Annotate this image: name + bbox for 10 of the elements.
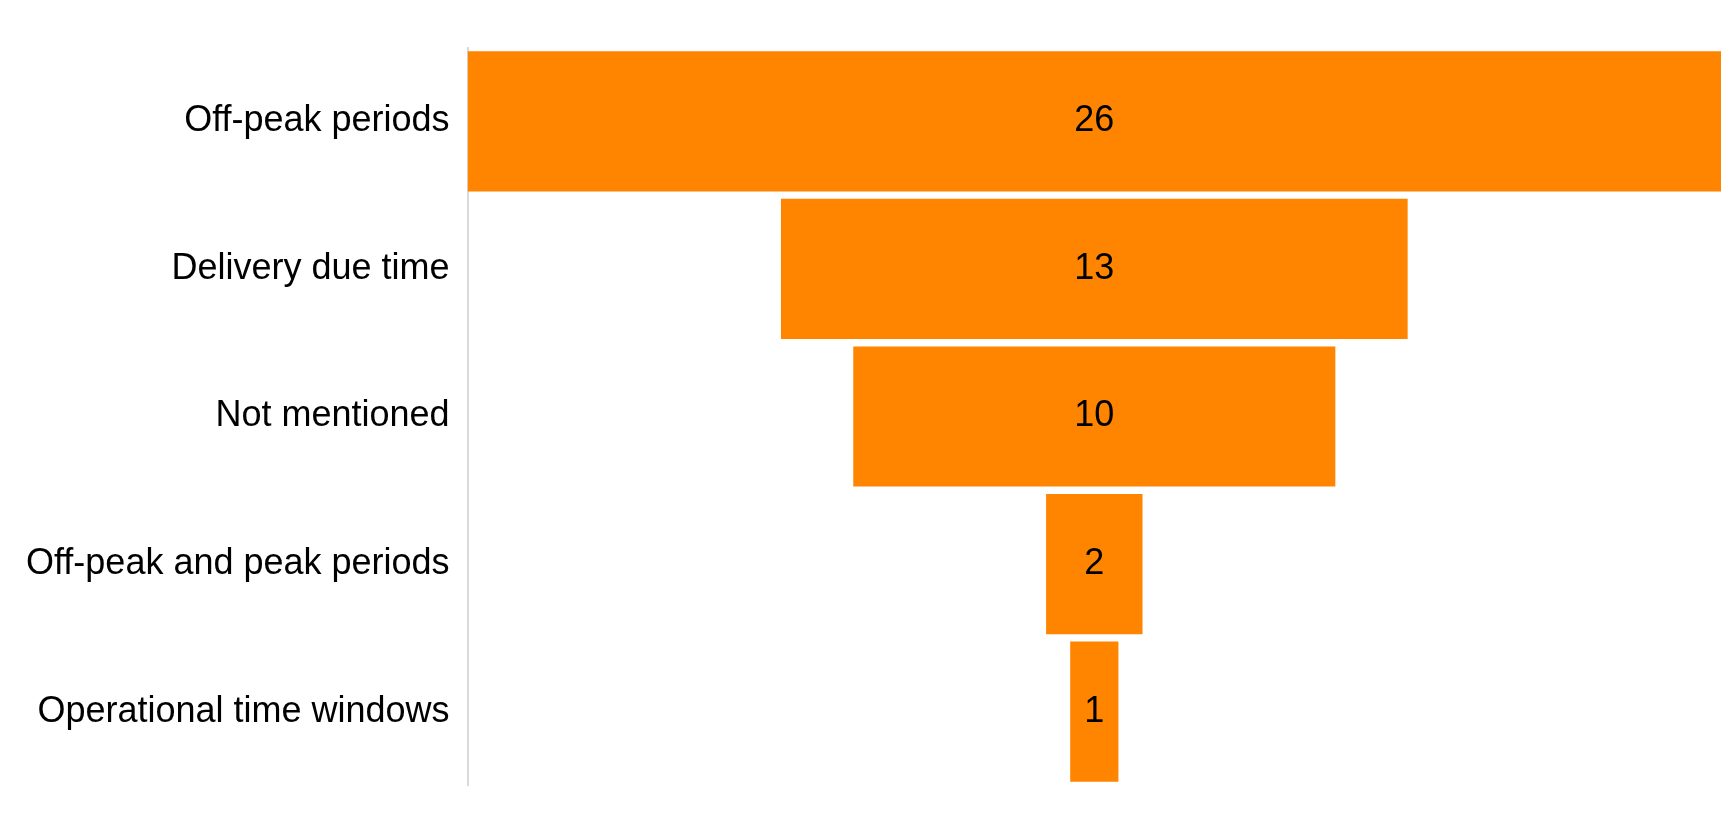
data-label: 10 bbox=[1074, 393, 1115, 435]
category-label: Off-peak periods bbox=[184, 98, 450, 140]
data-label: 26 bbox=[1074, 98, 1115, 140]
category-label: Not mentioned bbox=[215, 393, 450, 435]
data-label: 1 bbox=[1084, 688, 1105, 730]
category-label: Operational time windows bbox=[37, 688, 450, 730]
data-label: 13 bbox=[1074, 245, 1115, 287]
category-label: Off-peak and peak periods bbox=[25, 540, 450, 582]
category-label: Delivery due time bbox=[171, 245, 450, 287]
data-label: 2 bbox=[1084, 540, 1105, 582]
